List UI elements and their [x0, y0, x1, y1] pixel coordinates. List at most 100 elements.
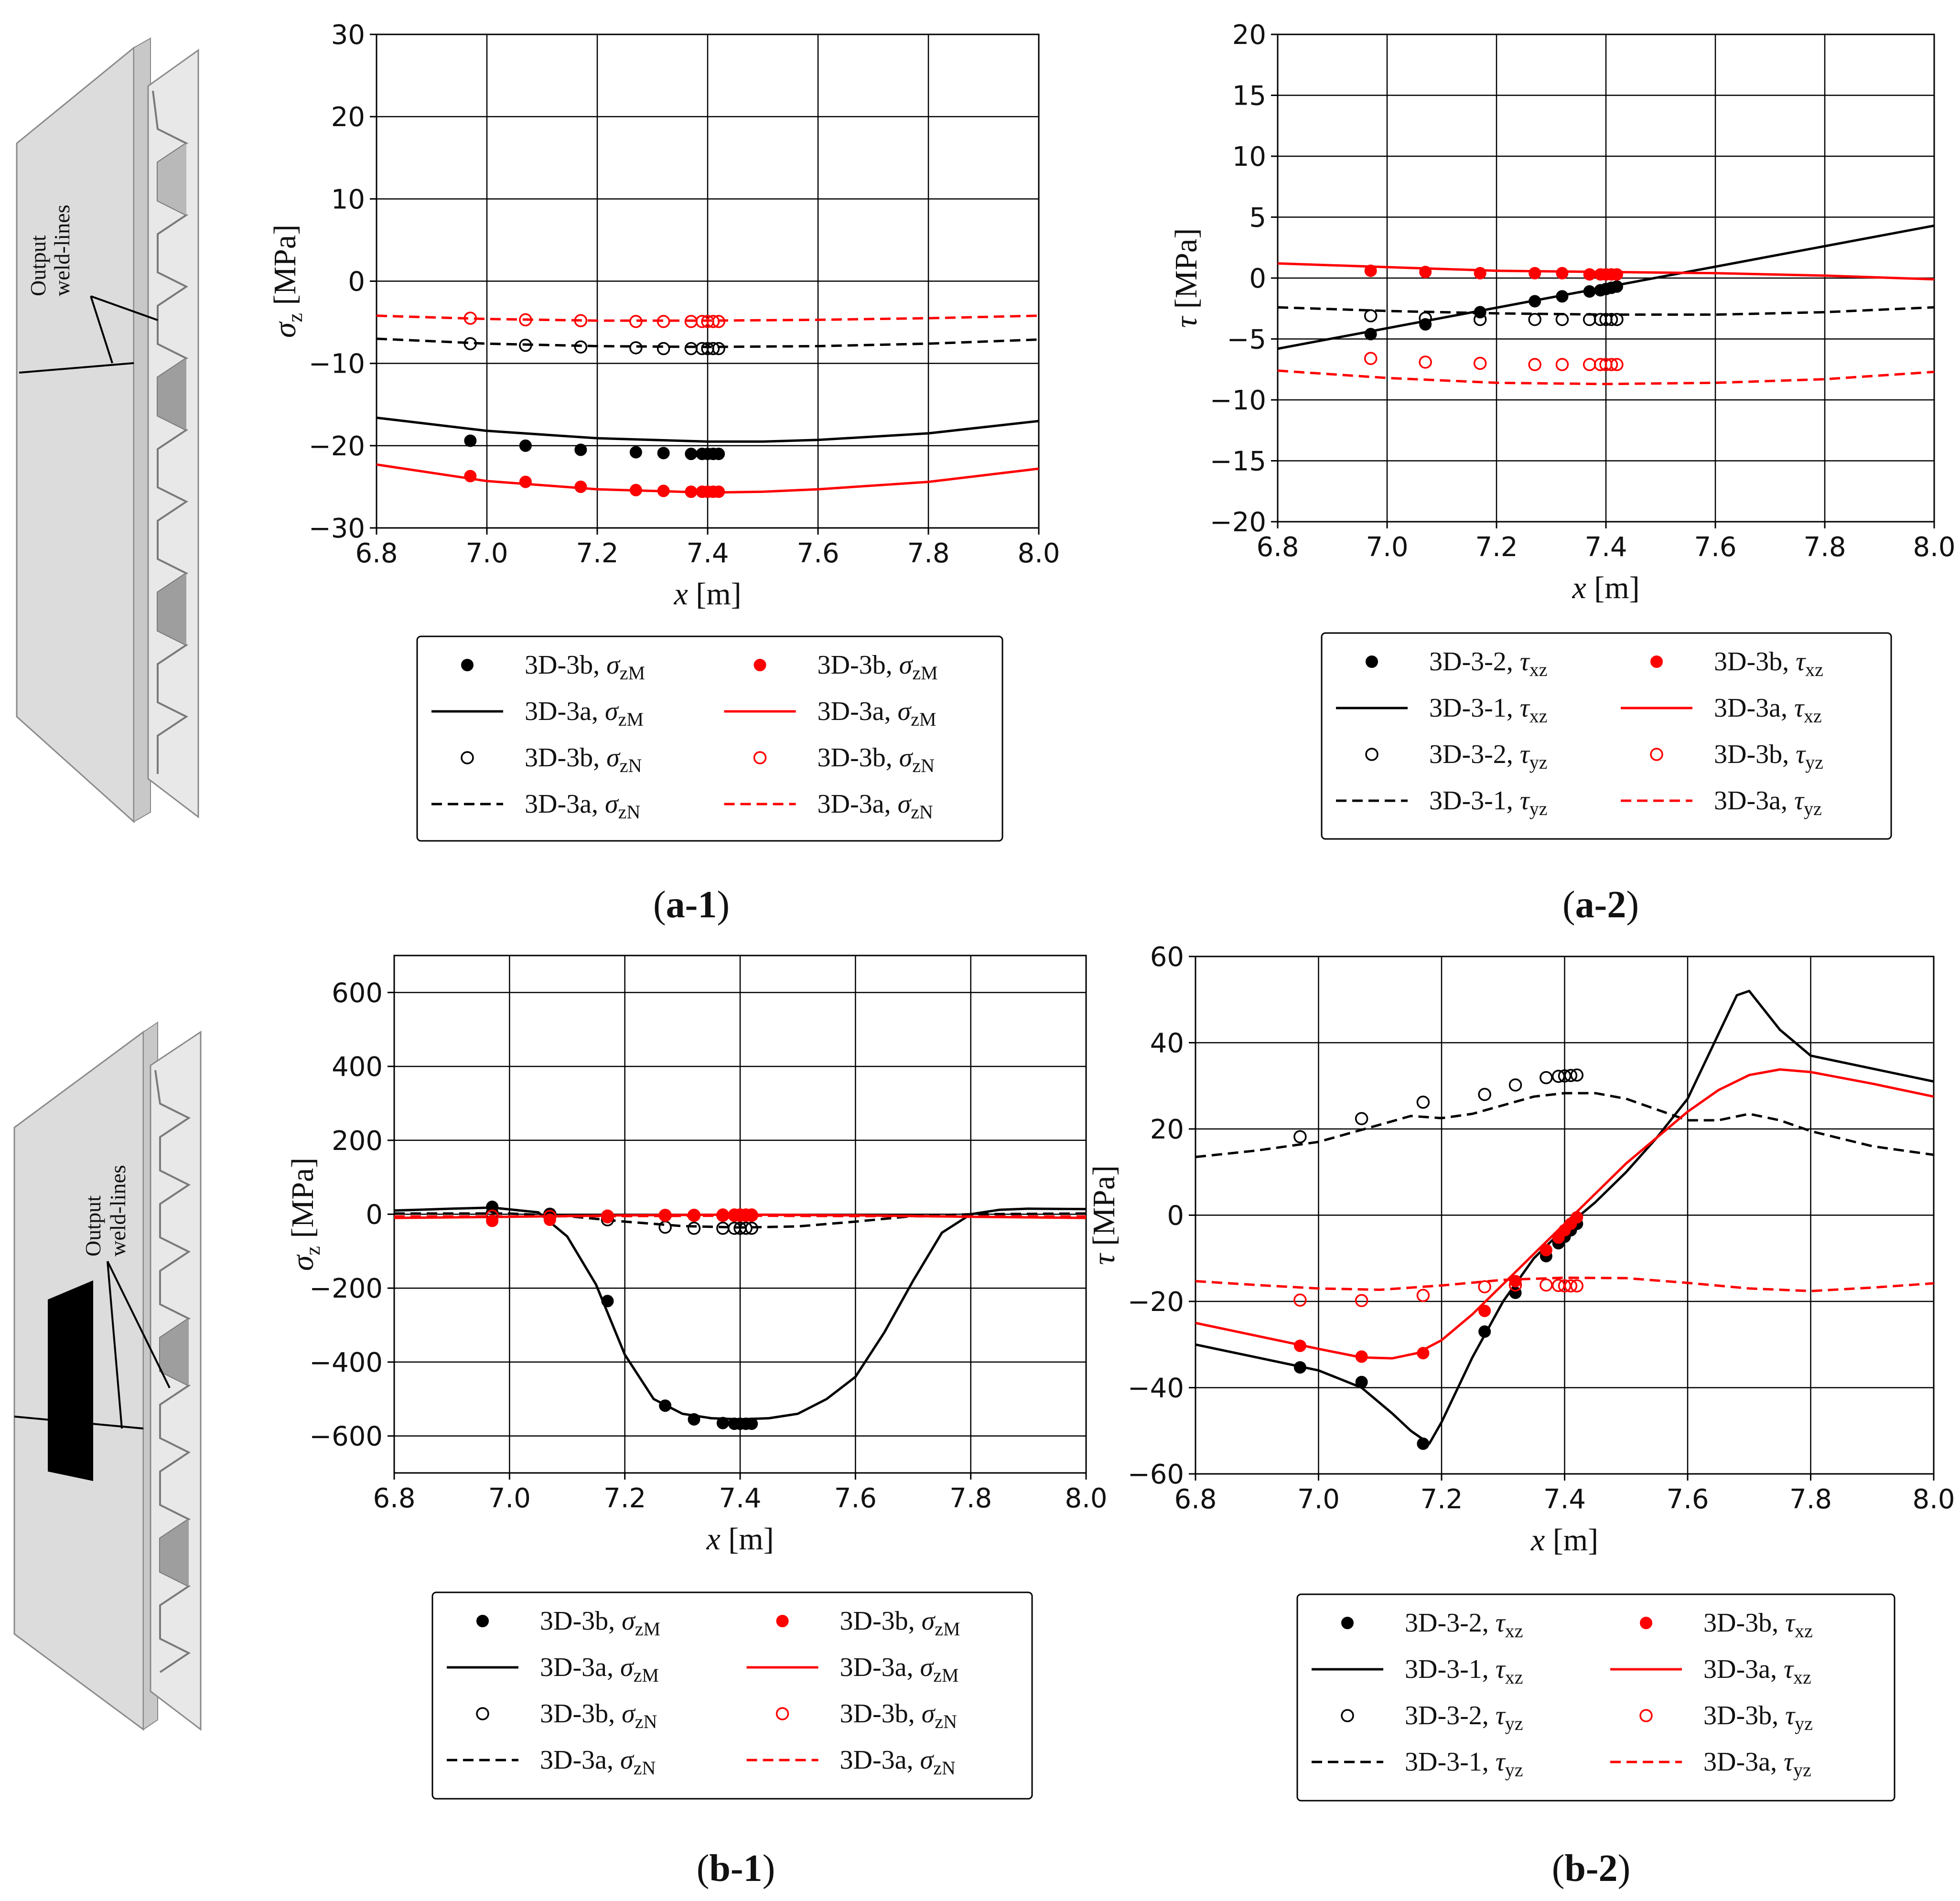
- legend-entry: 3D-3b, σzM: [776, 1606, 960, 1640]
- legend-comma: ,: [1782, 740, 1796, 769]
- legend-symbol: σ: [922, 1699, 936, 1729]
- legend-label: 3D-3-1, τyz: [1429, 786, 1548, 819]
- data-point-3D-3b-zM-red: [464, 470, 477, 483]
- legend-series-name: 3D-3b: [840, 1699, 908, 1729]
- legend-subscript: yz: [1505, 1713, 1523, 1734]
- legend-symbol: τ: [1496, 1747, 1506, 1777]
- panel-paren-open: (: [1562, 884, 1575, 926]
- data-point-3D-3b-yz-red: [1478, 1280, 1491, 1294]
- legend-comma: ,: [886, 743, 899, 773]
- weld-arrow-2-a: [90, 295, 158, 321]
- x-tick-label: 8.0: [1913, 532, 1955, 563]
- legend-subscript: xz: [1793, 1666, 1811, 1688]
- plate-edge-a: [133, 37, 151, 823]
- legend-subscript: yz: [1793, 1759, 1811, 1781]
- legend-entry: 3D-3b, σzM: [461, 650, 645, 684]
- legend-comma: ,: [607, 1653, 620, 1682]
- x-tick-label: 6.8: [1256, 532, 1299, 563]
- legend-comma: ,: [1770, 1747, 1784, 1777]
- data-point-3D-3b-zM-black: [716, 1417, 729, 1429]
- x-tick-label: 7.0: [465, 538, 508, 569]
- legend-entry: 3D-3a, τxz: [1610, 1654, 1811, 1688]
- legend-series-name: 3D-3a: [1714, 693, 1781, 723]
- data-point-3D-3-2-yz-black: [1540, 1071, 1553, 1085]
- legend-marker: [1341, 1617, 1354, 1629]
- legend-label: 3D-3-1, τxz: [1405, 1654, 1523, 1688]
- y-tick-label: −400: [309, 1347, 383, 1378]
- y-tick-label: 60: [1150, 942, 1184, 973]
- legend-series-name: 3D-3a: [525, 697, 592, 726]
- legend-symbol: τ: [1520, 740, 1530, 769]
- legend-marker: [1650, 655, 1663, 668]
- legend-label: 3D-3-1, τyz: [1405, 1747, 1523, 1781]
- legend-label: 3D-3-2, τxz: [1429, 647, 1548, 680]
- panel-label: (a-1): [653, 884, 730, 926]
- data-point-3D-3-2-yz-black: [1419, 311, 1432, 325]
- series-line-3D-3-1-yz-black: [1195, 1092, 1934, 1159]
- x-tick-label: 7.2: [576, 538, 618, 569]
- data-point-3D-3b-yz-red: [1508, 1278, 1522, 1292]
- legend-subscript: zM: [933, 1665, 958, 1686]
- legend-symbol: τ: [1784, 1654, 1794, 1684]
- legend-comma: ,: [1482, 1608, 1496, 1638]
- x-axis-unit: [m]: [721, 1522, 774, 1557]
- data-point-3D-3b-yz-red: [1364, 352, 1378, 365]
- data-point-3D-3b-zM-red: [629, 483, 642, 496]
- data-point-3D-3b-zM-black: [629, 446, 642, 459]
- data-point-3D-3b-zN-red: [463, 311, 477, 325]
- data-point-3D-3b-zM-black: [601, 1295, 614, 1308]
- legend-symbol: τ: [1784, 1747, 1794, 1777]
- legend-label: 3D-3a, σzM: [525, 697, 644, 730]
- data-point-3D-3b-zN-black: [657, 342, 670, 355]
- legend-entry: 3D-3b, σzM: [754, 650, 938, 684]
- legend-symbol: σ: [605, 697, 619, 726]
- legend-entry: 3D-3b, τxz: [1640, 1608, 1813, 1642]
- weld-arrow-2-b: [107, 1261, 171, 1388]
- x-tick-label: 7.6: [1666, 1484, 1709, 1515]
- x-axis-label: x [m]: [673, 577, 741, 612]
- data-point-3D-3b-zN-black: [574, 340, 588, 354]
- legend-comma: ,: [1507, 786, 1520, 816]
- series-line-3D-3a-zM-red: [377, 463, 1039, 494]
- x-tick-label: 6.8: [373, 1483, 415, 1514]
- legend-comma: ,: [884, 697, 897, 726]
- data-point-3D-3b-yz-red: [1570, 1279, 1583, 1293]
- x-tick-label: 7.2: [1475, 532, 1518, 563]
- x-tick-label: 7.8: [1789, 1484, 1832, 1515]
- data-point-3D-3b-zM-black: [519, 439, 532, 452]
- data-point-3D-3b-xz-red: [1610, 268, 1623, 281]
- legend-series-name: 3D-3a: [840, 1653, 907, 1682]
- legend-subscript: yz: [1505, 1759, 1523, 1781]
- legend-label: 3D-3b, σzN: [818, 743, 935, 776]
- legend-label: 3D-3-1, τxz: [1429, 693, 1548, 727]
- legend-entry: 3D-3a, σzN: [724, 789, 933, 823]
- x-tick-label: 7.8: [907, 538, 949, 569]
- legend-series-name: 3D-3a: [1714, 786, 1781, 816]
- legend-label: 3D-3a, σzN: [525, 789, 640, 823]
- y-tick-label: 200: [332, 1126, 383, 1157]
- data-point-3D-3b-yz-red: [1551, 1278, 1565, 1292]
- y-axis-unit: [MPa]: [268, 225, 302, 313]
- legend-marker: [476, 1615, 489, 1627]
- x-tick-label: 7.8: [1803, 532, 1846, 563]
- data-point-3D-3b-zN-red: [543, 1210, 557, 1223]
- legend-subscript: zN: [935, 1711, 957, 1732]
- legend-symbol: τ: [1794, 693, 1805, 723]
- x-axis-unit: [m]: [688, 577, 742, 612]
- legend-entry: 3D-3a, σzN: [431, 789, 640, 823]
- legend-label: 3D-3b, τxz: [1714, 647, 1823, 680]
- legend-label: 3D-3b, τxz: [1703, 1608, 1813, 1642]
- data-point-3D-3-2-yz-black: [1508, 1078, 1522, 1092]
- legend-subscript: zM: [618, 709, 644, 730]
- legend-symbol: τ: [1520, 647, 1530, 677]
- chart-a1: 6.8 7.0 7.2 7.4 7.6 7.8 8.0 −30 −20 −10 0 10 20 30 x […: [268, 20, 1060, 926]
- y-axis-symbol: σ: [268, 321, 302, 338]
- data-point-3D-3b-zN-black: [463, 337, 477, 351]
- x-axis-label: x [m]: [1530, 1523, 1598, 1557]
- series-line-3D-3a-yz-red: [1278, 369, 1934, 386]
- legend-comma: ,: [593, 743, 606, 773]
- legend-marker: [1650, 748, 1663, 761]
- legend-comma: ,: [1781, 693, 1794, 723]
- legend-comma: ,: [1507, 647, 1520, 677]
- legend-series-name: 3D-3-1: [1405, 1747, 1482, 1777]
